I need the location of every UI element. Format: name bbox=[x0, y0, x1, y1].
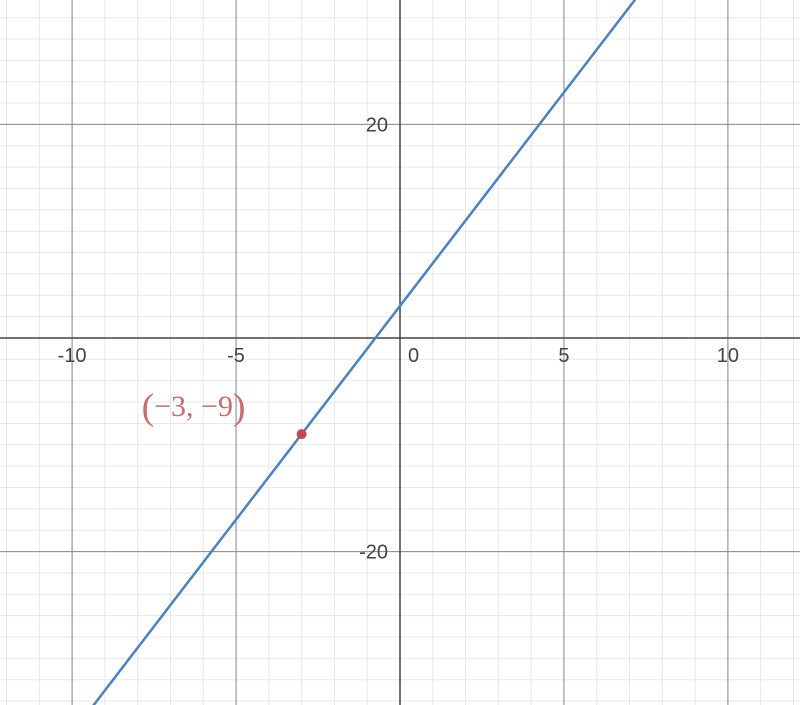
x-tick-label: 10 bbox=[717, 345, 739, 367]
line-chart: -10 -5 0 5 10 20 -20 (−3, −9) bbox=[0, 0, 800, 705]
x-tick-label: -5 bbox=[227, 345, 245, 367]
y-tick-label: -20 bbox=[359, 542, 388, 564]
chart-svg: -10 -5 0 5 10 20 -20 (−3, −9) bbox=[0, 0, 800, 705]
y-tick-label: 20 bbox=[366, 114, 388, 136]
x-tick-label: 5 bbox=[558, 345, 569, 367]
point-label: (−3, −9) bbox=[142, 387, 246, 428]
highlight-point bbox=[297, 429, 307, 439]
x-tick-label: -10 bbox=[58, 345, 87, 367]
x-tick-label: 0 bbox=[408, 345, 419, 367]
